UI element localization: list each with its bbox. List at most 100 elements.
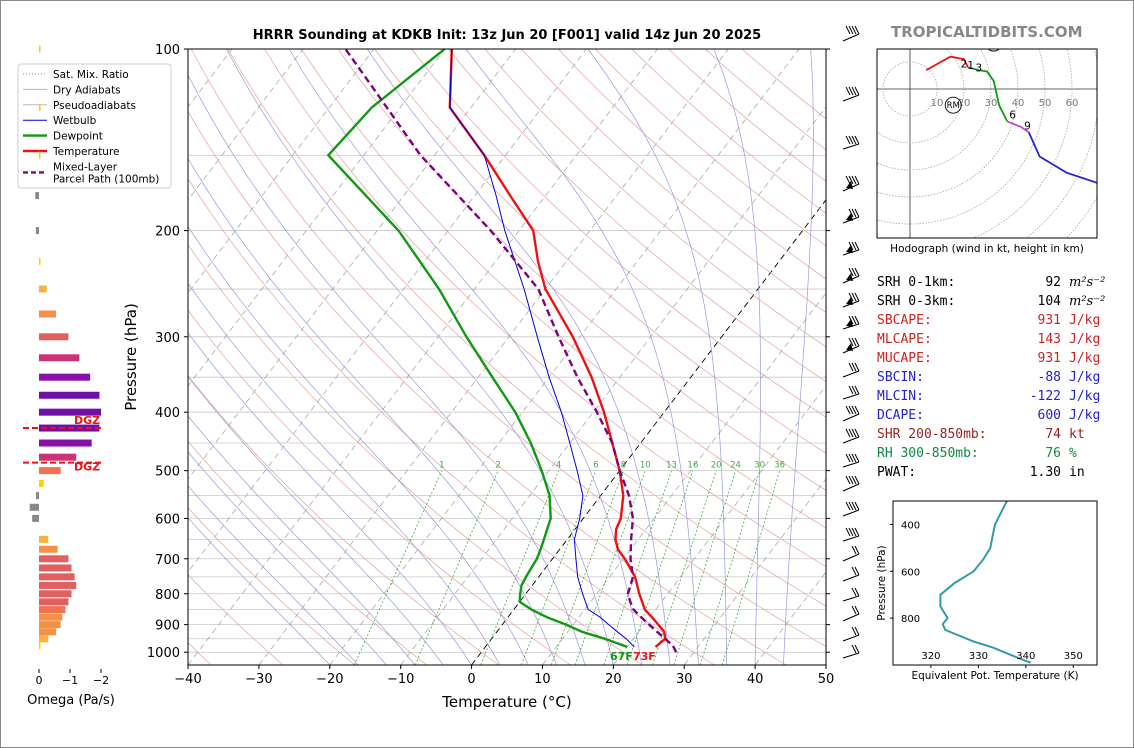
temperature-line: [448, 49, 667, 648]
omega-bar: [35, 227, 39, 235]
dry-adiabat: [264, 49, 826, 568]
stat-value: 143: [1037, 332, 1061, 347]
omega-bar: [39, 391, 100, 399]
hodograph-ring-label: 60: [1066, 98, 1079, 109]
legend-label: Wetbulb: [53, 115, 97, 127]
wind-barb: [842, 315, 860, 330]
hodograph-rings: 10 20 30 40 50 60: [877, 49, 1097, 238]
isotherm: [188, 49, 658, 665]
x-tick-label: 20: [605, 672, 622, 687]
x-tick-label: −40: [174, 672, 201, 687]
hodograph-ring: [972, 49, 1073, 238]
y-tick-label: 400: [155, 406, 180, 421]
wind-barb: [842, 362, 860, 378]
isotherm: [400, 106, 826, 665]
stat-row: SBCAPE: 931 J/kg: [877, 311, 1107, 330]
x-tick-label: −30: [245, 672, 272, 687]
wind-barb: [842, 587, 860, 602]
stat-unit: J/kg: [1069, 389, 1101, 404]
moist-adiabat: [188, 485, 359, 665]
isotherm: [188, 49, 446, 387]
stat-row: MUCAPE: 931 J/kg: [877, 349, 1107, 368]
isotherm: [188, 49, 375, 294]
hodograph-ring-label: 30: [985, 98, 998, 109]
mix-ratio-line: [414, 470, 499, 665]
omega-bar: [39, 628, 57, 636]
mix-ratio-label: 10: [640, 461, 651, 471]
stat-unit: J/kg: [1069, 351, 1101, 366]
stat-unit: %: [1069, 446, 1077, 461]
y-tick-label: 100: [155, 43, 180, 58]
chart-title: HRRR Sounding at KDKB Init: 13z Jun 20 […: [252, 28, 762, 43]
y-tick-label: 700: [155, 553, 180, 568]
dry-adiabat: [188, 309, 571, 665]
omega-bar: [39, 598, 69, 606]
omega-bar: [35, 492, 39, 500]
omega-bar: [39, 151, 41, 159]
stat-value: 600: [1037, 408, 1061, 423]
storm-motion-marker: [944, 96, 962, 114]
omega-bar: [39, 354, 80, 362]
wind-barb: [842, 605, 860, 622]
dry-adiabat: [411, 49, 826, 418]
moist-adiabat: [226, 49, 614, 665]
dry-adiabat: [188, 110, 787, 665]
stat-row: DCAPE: 600 J/kg: [877, 406, 1107, 425]
theta-e-frame: [892, 500, 1098, 666]
stat-row: PWAT: 1.30 in: [877, 463, 1107, 482]
theta-e-y-tick-label: 400: [901, 520, 920, 531]
wind-barb: [842, 475, 860, 492]
legend-box: [17, 63, 172, 189]
dry-adiabat: [188, 375, 499, 665]
wind-barb: [842, 241, 860, 256]
omega-bar: [39, 581, 77, 589]
omega-bar: [39, 467, 61, 475]
moist-adiabat: [188, 282, 501, 665]
stat-row: MLCIN: -122 J/kg: [877, 387, 1107, 406]
mix-ratio-label: 16: [687, 461, 698, 471]
wind-barb: [842, 135, 860, 150]
legend-item: Temperature: [23, 146, 120, 158]
hodograph-segment: [967, 66, 1009, 122]
theta-e-x-tick-label: 320: [921, 651, 940, 662]
stat-value: 931: [1037, 351, 1061, 366]
y-tick-label: 1000: [147, 646, 180, 661]
stat-key: MLCIN:: [877, 389, 924, 404]
wind-barb: [842, 501, 860, 517]
stat-unit: J/kg: [1069, 370, 1101, 385]
mix-ratio-line: [520, 470, 597, 665]
hodograph-height-label: 3: [976, 62, 983, 74]
dry-adiabat: [188, 440, 428, 665]
theta-e-x-tick-label: 340: [1016, 651, 1035, 662]
omega-bar: [39, 439, 92, 447]
surface-dewpoint-label: 67F: [610, 650, 633, 663]
stat-value: 76: [1045, 446, 1061, 461]
stat-key: MUCAPE:: [877, 351, 932, 366]
mixed-layer-parcel-path-100mb-line: [344, 49, 678, 653]
stat-key: MLCAPE:: [877, 332, 932, 347]
wind-barb: [842, 626, 860, 642]
omega-bar: [39, 285, 47, 293]
isotherm: [329, 49, 800, 665]
stat-row: SRH 0-1km: 92 m²s⁻²: [877, 273, 1107, 292]
mix-ratio-label: 2: [495, 461, 500, 471]
wind-barb: [842, 428, 860, 444]
omega-bar: [39, 408, 101, 416]
omega-bar: [39, 257, 41, 265]
mix-ratio-label: 24: [730, 461, 741, 471]
stat-value: 931: [1037, 313, 1061, 328]
isotherm: [188, 49, 516, 480]
omega-bar: [39, 479, 44, 487]
stat-row: MLCAPE: 143 J/kg: [877, 330, 1107, 349]
theta-e-x-axis-label: Equivalent Pot. Temperature (K): [911, 670, 1078, 682]
legend-label: Dry Adiabats: [53, 84, 121, 96]
wind-barb: [842, 175, 860, 192]
moist-adiabat: [188, 517, 331, 665]
mix-ratio-label: 30: [754, 461, 765, 471]
wind-barb: [842, 86, 860, 102]
isotherm: [188, 49, 304, 201]
moist-adiabat: [587, 49, 728, 665]
dry-adiabat: [190, 49, 826, 647]
storm-motion-label: LM: [988, 39, 1000, 49]
moist-adiabat: [288, 49, 643, 665]
